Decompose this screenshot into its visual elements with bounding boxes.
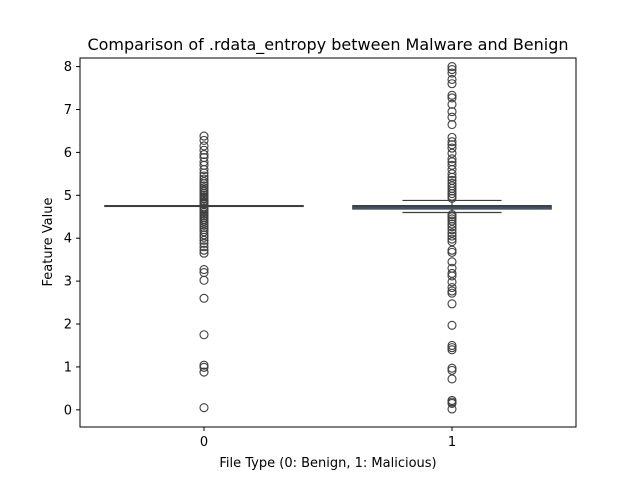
outlier-point	[447, 186, 457, 196]
outlier-point	[447, 225, 457, 235]
outlier-point	[447, 65, 457, 75]
outlier-point	[447, 271, 457, 281]
outlier-point	[447, 68, 457, 78]
outlier-point	[447, 404, 457, 414]
outlier-point	[447, 107, 457, 117]
y-tick-label: 1	[64, 360, 72, 375]
outlier-point	[447, 237, 457, 247]
outlier-point	[447, 374, 457, 384]
outlier-point	[447, 283, 457, 293]
outlier-point	[447, 154, 457, 164]
outlier-point	[199, 141, 209, 151]
outlier-point	[447, 119, 457, 130]
outlier-point	[199, 245, 209, 255]
outlier-point	[199, 362, 209, 372]
outlier-point	[199, 145, 209, 155]
outlier-point	[199, 403, 209, 413]
outlier-point	[447, 222, 457, 232]
outlier-point	[447, 219, 457, 229]
y-tick-label: 8	[64, 60, 72, 75]
outlier-point	[447, 345, 457, 355]
outlier-point	[199, 168, 209, 178]
outlier-point	[199, 131, 209, 141]
outlier-point	[447, 189, 457, 199]
outlier-point	[447, 169, 457, 179]
outlier-point	[447, 365, 457, 375]
outlier-point	[199, 242, 209, 252]
outlier-point	[447, 143, 457, 153]
y-tick-label: 7	[64, 103, 72, 118]
outlier-point	[199, 235, 209, 245]
outlier-point	[447, 234, 457, 244]
outlier-point	[447, 247, 457, 257]
outlier-point	[447, 228, 457, 238]
outlier-point	[447, 140, 457, 150]
outlier-point	[199, 293, 209, 303]
x-tick-label: 1	[448, 435, 456, 450]
x-axis-label: File Type (0: Benign, 1: Malicious)	[219, 456, 436, 471]
plot-area	[104, 62, 552, 414]
axes: 0 1 2 3 4 5 6 7 8 0 1	[64, 60, 456, 450]
outlier-point	[199, 330, 209, 340]
outlier-point	[447, 79, 457, 89]
outlier-point	[447, 148, 457, 158]
outlier-point	[447, 268, 457, 278]
outlier-point	[447, 216, 457, 226]
outlier-point	[447, 257, 457, 267]
y-axis-label: Feature Value	[41, 198, 56, 287]
outlier-point	[447, 62, 457, 72]
outlier-point	[199, 232, 209, 242]
outlier-point	[199, 238, 209, 248]
outlier-point	[199, 264, 209, 275]
outlier-point	[199, 227, 209, 237]
outlier-point	[199, 230, 209, 240]
box-group-0	[104, 131, 304, 413]
outlier-point	[447, 193, 457, 203]
outlier-point	[447, 90, 457, 100]
outlier-point	[447, 398, 457, 408]
x-tick-label: 0	[200, 435, 208, 450]
outlier-point	[447, 137, 457, 147]
outlier-point	[199, 248, 209, 258]
box-group-1	[352, 62, 552, 414]
outlier-point	[199, 174, 209, 184]
y-tick-label: 2	[64, 318, 72, 333]
outlier-point	[199, 149, 209, 160]
y-tick-label: 5	[64, 189, 72, 204]
outlier-point	[447, 320, 457, 330]
outlier-point	[447, 231, 457, 241]
y-tick-label: 0	[64, 403, 72, 418]
outlier-point	[199, 367, 209, 377]
outlier-point	[447, 93, 457, 103]
outlier-point	[447, 74, 457, 85]
chart-title: Comparison of .rdata_entropy between Mal…	[87, 35, 568, 55]
outlier-point	[447, 277, 457, 287]
outlier-point	[447, 172, 457, 182]
outlier-point	[199, 135, 209, 145]
outlier-point	[199, 275, 209, 285]
outlier-point	[447, 99, 457, 109]
plot-frame	[79, 57, 577, 428]
y-tick-label: 3	[64, 275, 72, 290]
outlier-point	[447, 112, 457, 122]
y-tick-label: 4	[64, 232, 72, 247]
y-tick-label: 6	[64, 146, 72, 161]
outlier-point	[199, 165, 209, 175]
outlier-point	[447, 288, 457, 298]
outlier-point	[447, 132, 457, 142]
outlier-point	[447, 299, 457, 309]
outlier-point	[447, 160, 457, 170]
